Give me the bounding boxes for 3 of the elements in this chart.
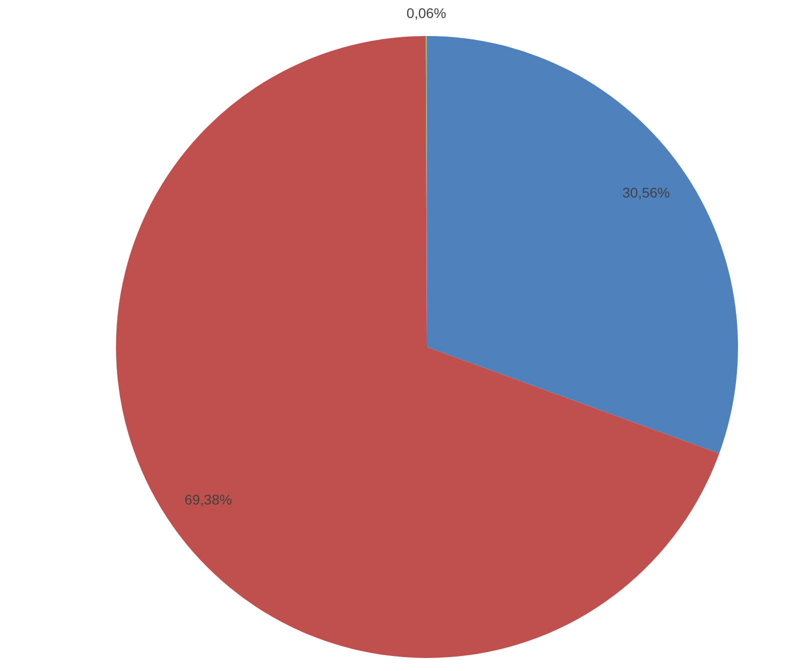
data-label: 0,06% (406, 4, 446, 21)
data-label: 30,56% (622, 184, 670, 200)
data-label: 69,38% (184, 492, 232, 508)
